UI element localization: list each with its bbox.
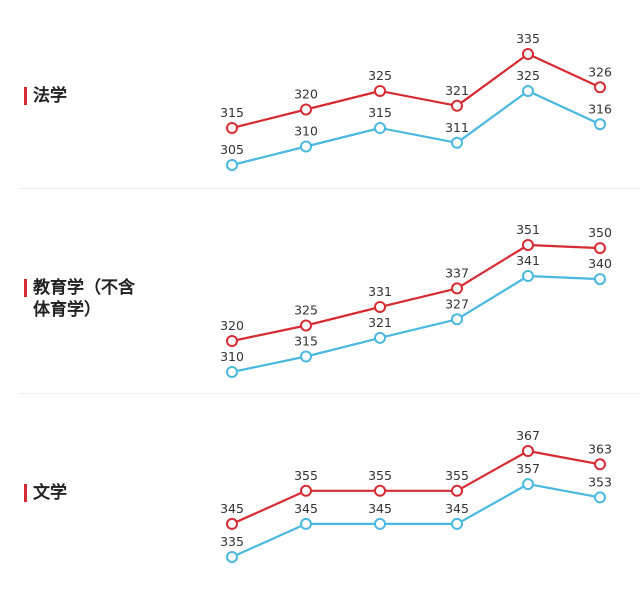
accent-bar <box>24 279 27 297</box>
data-point <box>522 478 534 491</box>
data-label: 345 <box>220 501 244 516</box>
data-point <box>451 484 463 497</box>
series-line <box>231 52 601 130</box>
data-point <box>374 517 386 530</box>
data-point <box>594 118 606 131</box>
data-point <box>451 517 463 530</box>
data-label: 335 <box>516 31 540 46</box>
data-point <box>451 99 463 112</box>
data-label: 341 <box>516 253 540 268</box>
data-label: 367 <box>516 428 540 443</box>
panel-divider <box>18 393 640 394</box>
data-label: 351 <box>516 222 540 237</box>
panel-label-literature: 文学 <box>24 482 67 504</box>
data-label: 335 <box>220 534 244 549</box>
data-label: 337 <box>445 265 469 280</box>
panel-title: 文学 <box>33 483 67 503</box>
series-line <box>231 483 601 559</box>
data-label: 320 <box>294 87 318 102</box>
data-label: 331 <box>368 284 392 299</box>
data-point <box>594 81 606 94</box>
data-label: 320 <box>220 318 244 333</box>
data-point <box>594 458 606 471</box>
data-label: 310 <box>220 349 244 364</box>
data-point <box>374 301 386 313</box>
series-line <box>231 274 601 374</box>
data-label: 345 <box>445 501 469 516</box>
data-point <box>594 242 606 255</box>
data-point <box>300 484 312 497</box>
data-label: 310 <box>294 124 318 139</box>
series-line <box>231 89 601 167</box>
data-label: 321 <box>368 315 392 330</box>
data-point <box>300 350 312 363</box>
data-point <box>451 313 463 326</box>
series-line <box>231 243 601 343</box>
data-point <box>300 517 312 530</box>
data-point <box>594 491 606 504</box>
data-label: 315 <box>368 105 392 120</box>
accent-bar <box>24 484 27 502</box>
data-point <box>374 484 386 497</box>
data-label: 325 <box>516 68 540 83</box>
data-point <box>522 85 534 97</box>
data-point <box>226 551 238 563</box>
data-label: 345 <box>294 501 318 516</box>
data-label: 325 <box>368 68 392 83</box>
panel-label-education: 教育学（不含 体育学） <box>24 277 135 321</box>
data-label: 305 <box>220 142 244 157</box>
panel-title: 法学 <box>33 86 67 106</box>
data-label: 325 <box>294 303 318 318</box>
data-point <box>451 136 463 149</box>
data-point <box>451 282 463 295</box>
data-point <box>226 159 238 171</box>
data-label: 350 <box>588 225 612 240</box>
data-label: 363 <box>588 441 612 456</box>
data-label: 353 <box>588 474 612 489</box>
panel-label-law: 法学 <box>24 85 67 107</box>
data-point <box>226 335 238 347</box>
data-label: 345 <box>368 501 392 516</box>
data-label: 355 <box>294 468 318 483</box>
data-label: 326 <box>588 64 612 79</box>
data-point <box>226 517 238 530</box>
panel-divider <box>18 188 640 189</box>
data-point <box>594 273 606 286</box>
data-point <box>374 122 386 134</box>
data-point <box>522 48 534 60</box>
data-label: 315 <box>220 105 244 120</box>
data-label: 340 <box>588 256 612 271</box>
data-point <box>374 331 386 344</box>
data-point <box>226 122 238 134</box>
data-label: 316 <box>588 101 612 116</box>
data-point <box>522 270 534 282</box>
data-point <box>226 366 238 378</box>
data-point <box>522 239 534 251</box>
data-label: 311 <box>445 120 469 135</box>
series-line <box>231 449 601 525</box>
accent-bar <box>24 87 27 105</box>
data-label: 355 <box>368 468 392 483</box>
data-point <box>374 85 386 97</box>
panel-title: 教育学（不含 体育学） <box>33 278 135 320</box>
data-point <box>300 319 312 332</box>
data-label: 327 <box>445 296 469 311</box>
data-label: 355 <box>445 468 469 483</box>
data-label: 315 <box>294 334 318 349</box>
data-label: 321 <box>445 83 469 98</box>
data-point <box>300 140 312 153</box>
data-point <box>522 445 534 457</box>
data-point <box>300 103 312 116</box>
data-label: 357 <box>516 461 540 476</box>
